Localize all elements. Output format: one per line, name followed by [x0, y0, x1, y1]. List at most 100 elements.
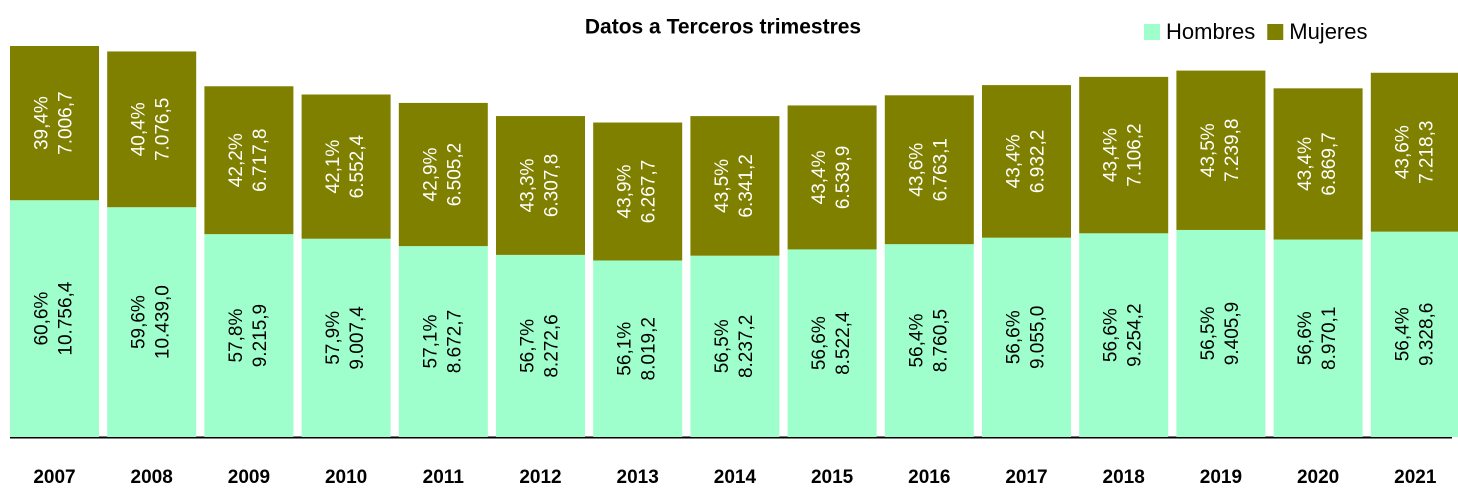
- bar-segment: [1370, 72, 1458, 232]
- bar-segment: [301, 238, 391, 437]
- value-label: 8.272,6: [542, 314, 563, 377]
- x-tick-label: 2021: [1394, 467, 1437, 488]
- value-label: 6.505,2: [444, 143, 465, 206]
- share-label: 56,4%: [1392, 307, 1413, 361]
- x-tick-label: 2020: [1297, 467, 1339, 488]
- x-tick-label: 2009: [228, 467, 270, 488]
- chart-title: Datos a Terceros trimestres: [585, 16, 861, 39]
- bar-segment: [593, 260, 683, 437]
- share-label: 56,7%: [518, 319, 539, 373]
- share-label: 39,4%: [32, 96, 53, 150]
- x-tick-label: 2012: [519, 467, 561, 488]
- x-tick-label: 2008: [131, 467, 173, 488]
- value-label: 9.055,0: [1028, 306, 1049, 369]
- bar-segment: [593, 122, 683, 261]
- bar-segment: [884, 95, 974, 245]
- legend-swatch: [1267, 24, 1284, 40]
- bar-segment: [1176, 70, 1266, 230]
- x-tick-label: 2011: [423, 467, 465, 488]
- value-label: 6.552,4: [347, 134, 368, 198]
- bar-segment: [787, 105, 877, 250]
- share-label: 56,5%: [1198, 306, 1219, 360]
- share-label: 56,1%: [615, 322, 636, 376]
- value-label: 7.076,5: [153, 98, 174, 161]
- value-label: 6.869,7: [1319, 132, 1340, 195]
- bar-segment: [301, 94, 391, 239]
- share-label: 43,9%: [615, 164, 636, 218]
- share-label: 56,6%: [809, 316, 830, 370]
- share-label: 60,6%: [32, 292, 53, 346]
- value-label: 8.237,2: [736, 315, 757, 378]
- share-label: 43,4%: [809, 150, 830, 204]
- share-label: 42,2%: [226, 133, 247, 187]
- bar-segment: [1079, 76, 1169, 234]
- value-label: 6.307,8: [542, 154, 563, 217]
- bar-segment: [10, 46, 99, 201]
- value-label: 9.007,4: [347, 306, 368, 370]
- value-label: 7.106,2: [1125, 123, 1146, 186]
- x-tick-label: 2015: [811, 467, 854, 488]
- bar-segment: [10, 200, 99, 437]
- value-label: 7.218,3: [1416, 121, 1437, 184]
- value-label: 9.215,9: [250, 304, 271, 367]
- bar-segment: [1079, 233, 1169, 437]
- value-label: 6.763,1: [930, 138, 951, 201]
- bar-segment: [690, 116, 780, 256]
- value-label: 6.539,9: [833, 146, 854, 209]
- bar-segment: [1273, 88, 1363, 240]
- share-label: 40,4%: [129, 102, 150, 156]
- x-tick-label: 2018: [1103, 467, 1145, 488]
- share-label: 43,6%: [1392, 125, 1413, 179]
- value-label: 7.239,8: [1222, 119, 1243, 182]
- x-tick-label: 2019: [1200, 467, 1242, 488]
- share-label: 43,5%: [1198, 123, 1219, 177]
- value-label: 7.006,7: [56, 91, 77, 154]
- share-label: 43,3%: [518, 158, 539, 212]
- bar-segment: [884, 244, 974, 437]
- value-label: 10.439,0: [153, 285, 174, 359]
- x-tick-label: 2013: [617, 467, 659, 488]
- value-label: 6.717,8: [250, 129, 271, 192]
- share-label: 43,6%: [906, 143, 927, 197]
- value-label: 8.019,2: [639, 317, 660, 380]
- share-label: 57,9%: [323, 311, 344, 365]
- value-label: 8.522,4: [833, 311, 854, 375]
- value-label: 6.932,2: [1028, 130, 1049, 193]
- x-tick-label: 2007: [33, 467, 75, 488]
- share-label: 43,5%: [712, 159, 733, 213]
- value-label: 6.341,2: [736, 154, 757, 217]
- value-label: 9.328,6: [1416, 303, 1437, 366]
- share-label: 43,4%: [1004, 134, 1025, 188]
- x-tick-label: 2017: [1005, 467, 1047, 488]
- bar-segment: [398, 246, 488, 437]
- bar-segment: [1370, 231, 1458, 437]
- bar-segment: [690, 255, 780, 437]
- legend-label: Hombres: [1166, 19, 1255, 44]
- value-label: 9.405,9: [1222, 302, 1243, 365]
- share-label: 43,4%: [1295, 137, 1316, 191]
- value-label: 8.672,7: [444, 310, 465, 373]
- share-label: 56,5%: [712, 319, 733, 373]
- share-label: 56,6%: [1004, 310, 1025, 364]
- bar-segment: [1273, 239, 1363, 437]
- bar-segment: [107, 51, 197, 208]
- legend-label: Mujeres: [1289, 19, 1367, 44]
- bar-segment: [398, 102, 488, 247]
- share-label: 56,6%: [1295, 311, 1316, 365]
- legend-swatch: [1144, 24, 1160, 40]
- bar-segment: [1176, 229, 1266, 437]
- share-label: 43,4%: [1101, 128, 1122, 182]
- value-label: 10.756,4: [56, 281, 77, 355]
- x-tick-label: 2014: [714, 467, 757, 488]
- share-label: 57,8%: [226, 309, 247, 363]
- bar-segment: [787, 249, 877, 437]
- share-label: 42,1%: [323, 140, 344, 194]
- x-tick-label: 2010: [325, 467, 367, 488]
- share-label: 56,4%: [906, 314, 927, 368]
- share-label: 57,1%: [420, 315, 441, 369]
- bar-segment: [496, 116, 585, 255]
- bar-segment: [982, 237, 1071, 437]
- value-label: 8.760,5: [930, 309, 951, 372]
- bar-segment: [204, 86, 294, 235]
